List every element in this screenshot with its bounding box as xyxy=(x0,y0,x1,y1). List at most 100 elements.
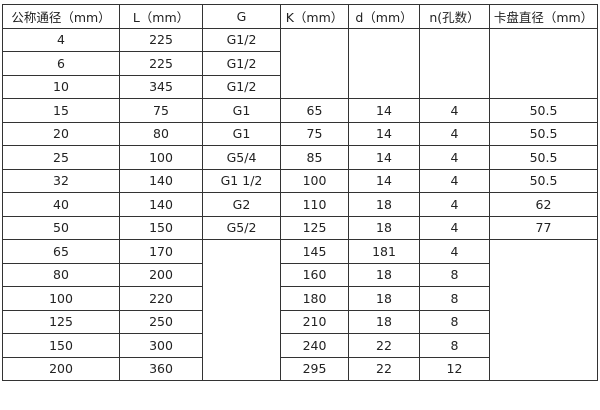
table-cell: 100 xyxy=(119,145,203,170)
table-row: 20 80 G1 75 14 4 50.5 xyxy=(2,121,598,146)
table-cell: 180 xyxy=(280,286,349,311)
table-cell: 10 xyxy=(2,74,120,99)
table-cell: 6 xyxy=(2,51,120,76)
table-cell: 8 xyxy=(419,333,490,358)
table-cell: 4 xyxy=(419,239,490,264)
table-cell: 4 xyxy=(2,27,120,52)
table-cell: 150 xyxy=(2,333,120,358)
table-cell: 50.5 xyxy=(489,98,598,123)
table-cell: 4 xyxy=(419,145,490,170)
column-header: n(孔数） xyxy=(419,4,490,29)
table-cell: 345 xyxy=(119,74,203,99)
column-header: L（mm） xyxy=(119,4,203,29)
table-cell: 295 xyxy=(280,356,349,381)
table-cell: 14 xyxy=(348,121,420,146)
table-row: 100 220 180 18 8 xyxy=(2,286,598,311)
table-cell: 250 xyxy=(119,309,203,334)
table-cell: 200 xyxy=(119,262,203,287)
table-cell: 50.5 xyxy=(489,145,598,170)
table-cell: 220 xyxy=(119,286,203,311)
table-cell: 75 xyxy=(280,121,349,146)
table-cell: 125 xyxy=(2,309,120,334)
empty-merged-cell xyxy=(489,27,598,99)
table-cell: 140 xyxy=(119,168,203,193)
table-cell: 8 xyxy=(419,262,490,287)
table-cell: 18 xyxy=(348,215,420,240)
spec-table: 公称通径（mm） L（mm） G K（mm） d（mm） n(孔数） 卡盘直径（mm） 4 22… xyxy=(2,4,598,381)
table-cell: 85 xyxy=(280,145,349,170)
table-cell: 160 xyxy=(280,262,349,287)
table-cell: 15 xyxy=(2,98,120,123)
table-cell: 32 xyxy=(2,168,120,193)
table-cell: 145 xyxy=(280,239,349,264)
table-cell: 50 xyxy=(2,215,120,240)
table-cell: 110 xyxy=(280,192,349,217)
column-header: 公称通径（mm） xyxy=(2,4,120,29)
empty-merged-cell xyxy=(280,27,349,99)
table-cell: 4 xyxy=(419,98,490,123)
table-cell: 18 xyxy=(348,309,420,334)
table-cell: 240 xyxy=(280,333,349,358)
table-row: 32 140 G1 1/2 100 14 4 50.5 xyxy=(2,168,598,193)
table-cell: 77 xyxy=(489,215,598,240)
table-cell: 125 xyxy=(280,215,349,240)
table-cell: 22 xyxy=(348,356,420,381)
table-cell: 210 xyxy=(280,309,349,334)
table-cell: G5/4 xyxy=(202,145,281,170)
table-cell: G5/2 xyxy=(202,215,281,240)
table-cell: 18 xyxy=(348,192,420,217)
table-row: 40 140 G2 110 18 4 62 xyxy=(2,192,598,217)
table-cell: 140 xyxy=(119,192,203,217)
table-row: 15 75 G1 65 14 4 50.5 xyxy=(2,98,598,123)
table-cell: 80 xyxy=(2,262,120,287)
column-header: 卡盘直径（mm） xyxy=(489,4,598,29)
table-cell: 50.5 xyxy=(489,168,598,193)
table-row: 150 300 240 22 8 xyxy=(2,333,598,358)
table-cell: G2 xyxy=(202,192,281,217)
table-cell: 360 xyxy=(119,356,203,381)
column-header: d（mm） xyxy=(348,4,420,29)
table-cell: 4 xyxy=(419,121,490,146)
table-row: 4 225 G1/2 xyxy=(2,27,598,99)
empty-merged-cell xyxy=(202,239,281,381)
table-cell: 40 xyxy=(2,192,120,217)
empty-merged-cell xyxy=(489,239,598,381)
table-cell: 25 xyxy=(2,145,120,170)
table-cell: G1 xyxy=(202,121,281,146)
table-cell: 4 xyxy=(419,192,490,217)
table-row: 200 360 295 22 12 xyxy=(2,356,598,381)
table-row: 10 345 G1/2 xyxy=(2,74,598,99)
table-row: 80 200 160 18 8 xyxy=(2,262,598,287)
table-cell: G1/2 xyxy=(202,74,281,99)
table-cell: 4 xyxy=(419,215,490,240)
table-cell: 12 xyxy=(419,356,490,381)
table-cell: 300 xyxy=(119,333,203,358)
table-cell: 4 xyxy=(419,168,490,193)
table-row: 125 250 210 18 8 xyxy=(2,309,598,334)
table-cell: 200 xyxy=(2,356,120,381)
table-cell: 18 xyxy=(348,262,420,287)
table-row: 65 170 145 181 4 xyxy=(2,239,598,381)
table-row: 50 150 G5/2 125 18 4 77 xyxy=(2,215,598,240)
table-cell: 14 xyxy=(348,98,420,123)
table-cell: 150 xyxy=(119,215,203,240)
table-cell: 62 xyxy=(489,192,598,217)
header-row: 公称通径（mm） L（mm） G K（mm） d（mm） n(孔数） 卡盘直径（mm） xyxy=(2,4,598,29)
table-row: 6 225 G1/2 xyxy=(2,51,598,76)
table-cell: 65 xyxy=(2,239,120,264)
column-header: G xyxy=(202,4,281,29)
table-cell: 65 xyxy=(280,98,349,123)
table-cell: 50.5 xyxy=(489,121,598,146)
table-cell: 181 xyxy=(348,239,420,264)
table-cell: 22 xyxy=(348,333,420,358)
empty-merged-cell xyxy=(419,27,490,99)
table-cell: 75 xyxy=(119,98,203,123)
table-cell: 8 xyxy=(419,286,490,311)
empty-merged-cell xyxy=(348,27,420,99)
table-cell: 14 xyxy=(348,145,420,170)
table-cell: G1 xyxy=(202,98,281,123)
table-cell: 100 xyxy=(280,168,349,193)
table-cell: 80 xyxy=(119,121,203,146)
table-cell: 170 xyxy=(119,239,203,264)
column-header: K（mm） xyxy=(280,4,349,29)
